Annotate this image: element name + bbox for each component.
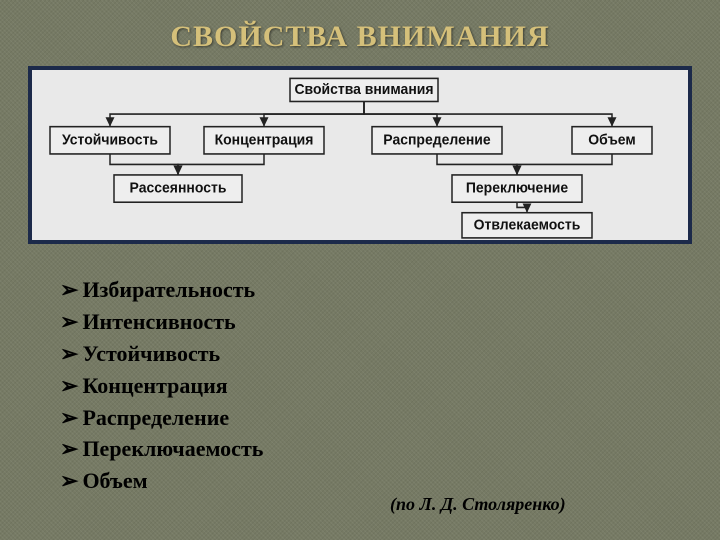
- diagram-node-ust: Устойчивость: [50, 127, 170, 154]
- diagram-node-label: Распределение: [383, 132, 490, 148]
- diagram-node-obj: Объем: [572, 127, 652, 154]
- diagram-node-root: Свойства внимания: [290, 78, 438, 101]
- page-title: СВОЙСТВА ВНИМАНИЯ: [0, 0, 720, 54]
- list-item: ➢Объем: [60, 465, 720, 497]
- diagram-edge: [437, 154, 517, 175]
- list-item-label: Концентрация: [82, 373, 227, 398]
- list-item: ➢Переключаемость: [60, 433, 720, 465]
- diagram-edge: [364, 101, 612, 126]
- list-item-label: Распределение: [82, 405, 229, 430]
- diagram-node-label: Концентрация: [215, 132, 314, 148]
- diagram-node-rass: Рассеянность: [114, 175, 242, 202]
- diagram-node-rasp: Распределение: [372, 127, 502, 154]
- list-item: ➢Избирательность: [60, 274, 720, 306]
- diagram-panel: Свойства внимания Устойчивость Концентраци…: [28, 66, 692, 244]
- diagram-edge: [517, 154, 612, 175]
- chevron-right-icon: ➢: [60, 274, 78, 306]
- diagram-node-label: Переключение: [466, 180, 568, 196]
- chevron-right-icon: ➢: [60, 433, 78, 465]
- diagram-node-label: Рассеянность: [130, 180, 227, 196]
- citation-text: (по Л. Д. Столяренко): [390, 494, 566, 515]
- list-item: ➢Интенсивность: [60, 306, 720, 338]
- list-item-label: Избирательность: [82, 277, 255, 302]
- list-item: ➢Устойчивость: [60, 338, 720, 370]
- chevron-right-icon: ➢: [60, 370, 78, 402]
- diagram-edge: [110, 154, 178, 175]
- list-item-label: Переключаемость: [82, 436, 263, 461]
- hierarchy-diagram: Свойства внимания Устойчивость Концентраци…: [32, 70, 688, 240]
- diagram-node-otvl: Отвлекаемость: [462, 213, 592, 238]
- diagram-edge: [178, 154, 264, 175]
- properties-list: ➢Избирательность➢Интенсивность➢Устойчиво…: [60, 274, 720, 497]
- diagram-node-label: Устойчивость: [62, 132, 158, 148]
- chevron-right-icon: ➢: [60, 306, 78, 338]
- diagram-node-konc: Концентрация: [204, 127, 324, 154]
- list-item-label: Объем: [82, 468, 147, 493]
- list-item: ➢Концентрация: [60, 370, 720, 402]
- diagram-node-label: Свойства внимания: [294, 82, 433, 98]
- diagram-node-label: Объем: [588, 132, 635, 148]
- diagram-node-label: Отвлекаемость: [474, 217, 581, 233]
- diagram-edge: [517, 202, 527, 212]
- chevron-right-icon: ➢: [60, 465, 78, 497]
- list-item-label: Устойчивость: [82, 341, 220, 366]
- chevron-right-icon: ➢: [60, 402, 78, 434]
- diagram-node-perek: Переключение: [452, 175, 582, 202]
- chevron-right-icon: ➢: [60, 338, 78, 370]
- diagram-edge: [264, 101, 364, 126]
- list-item-label: Интенсивность: [82, 309, 235, 334]
- list-item: ➢Распределение: [60, 402, 720, 434]
